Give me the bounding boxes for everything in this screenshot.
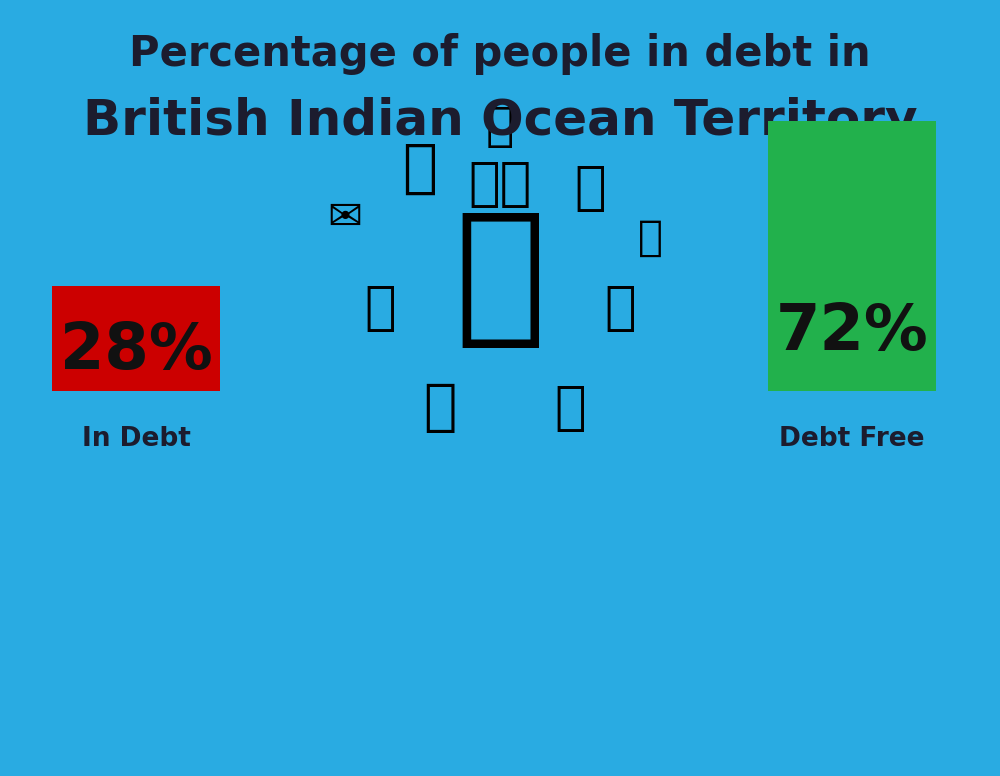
Text: 28%: 28% [60,320,212,382]
FancyBboxPatch shape [52,286,220,391]
Text: 🎓: 🎓 [604,282,636,334]
Text: 🏠: 🏠 [402,140,438,196]
Text: 📱: 📱 [638,217,662,259]
Text: 🇮🇴: 🇮🇴 [468,158,532,210]
Text: 72%: 72% [776,300,928,362]
Text: 🏦: 🏦 [454,203,546,352]
FancyBboxPatch shape [768,121,936,391]
Text: 🚗: 🚗 [423,381,457,435]
Text: 💰: 💰 [554,382,586,434]
Text: ✉️: ✉️ [328,197,362,239]
Text: British Indian Ocean Territory: British Indian Ocean Territory [83,97,917,145]
Text: 💵: 💵 [574,162,606,214]
Text: Percentage of people in debt in: Percentage of people in debt in [129,33,871,75]
Text: 📊: 📊 [486,106,514,151]
Text: In Debt: In Debt [82,426,190,452]
Text: 💼: 💼 [364,282,396,334]
Circle shape [282,70,718,506]
Text: Debt Free: Debt Free [779,426,925,452]
